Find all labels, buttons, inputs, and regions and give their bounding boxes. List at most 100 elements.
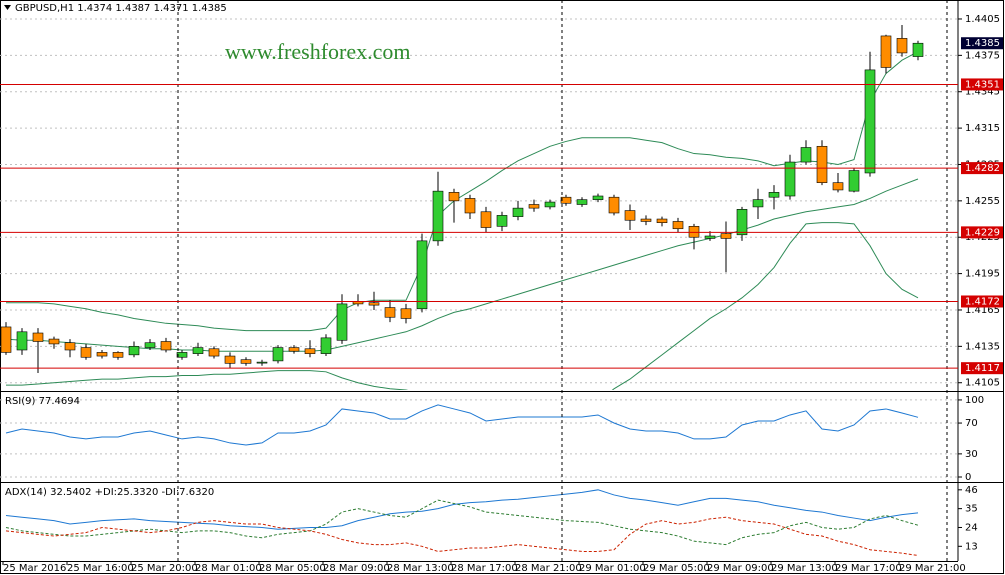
candle-body (176, 352, 188, 358)
x-tick-label: 29 Mar 13:00 (771, 563, 838, 574)
candle-body (784, 161, 796, 197)
candle-body (656, 218, 668, 223)
y-tick-label: 24 (965, 522, 978, 533)
candle-body (864, 69, 876, 174)
candle-body (800, 147, 812, 163)
x-tick-label: 25 Mar 16:00 (67, 563, 134, 574)
candle-body (448, 192, 460, 202)
y-tick-label: 100 (965, 395, 984, 406)
x-tick-label: 28 Mar 09:00 (323, 563, 390, 574)
level-label: 1.4172 (965, 296, 1000, 307)
candle-body (144, 342, 156, 348)
indicator-line (5, 404, 919, 446)
candle-body (640, 218, 652, 222)
indicator-line (5, 516, 919, 556)
y-tick-label: 1.4375 (965, 50, 1000, 61)
menu-icon (4, 5, 11, 10)
candle-body (160, 341, 172, 351)
last-price-label: 1.4385 (965, 38, 1000, 49)
candle-body (320, 337, 332, 354)
candle-body (624, 210, 636, 221)
chart-title: GBPUSD,H1 1.4374 1.4387 1.4371 1.4385 (15, 3, 227, 14)
x-tick-label: 25 Mar 2016 (3, 563, 66, 574)
y-tick-label: 13 (965, 541, 978, 552)
level-label: 1.4229 (965, 227, 1000, 238)
candle-body (64, 342, 76, 351)
candle-body (368, 302, 380, 306)
candle-body (240, 359, 252, 364)
candle-body (0, 326, 12, 353)
x-tick-label: 28 Mar 21:00 (515, 563, 582, 574)
last-price-box (961, 37, 1003, 50)
level-label-box (961, 295, 1003, 308)
candle-body (768, 192, 780, 198)
y-tick-label: 1.4135 (965, 341, 1000, 352)
candle-body (688, 226, 700, 238)
candle-body (704, 235, 716, 239)
level-label: 1.4351 (965, 79, 1000, 90)
candle-body (224, 355, 236, 364)
watermark: www.freshforex.com (225, 39, 411, 64)
x-tick-label: 25 Mar 20:00 (131, 563, 198, 574)
candle-body (576, 199, 588, 205)
candle-body (608, 196, 620, 214)
y-tick-label: 1.4345 (965, 87, 1000, 98)
y-tick-label: 46 (965, 485, 978, 496)
candle-body (592, 195, 604, 200)
candle-body (48, 338, 60, 345)
candle-body (256, 361, 268, 364)
candle-body (752, 199, 764, 208)
level-label-box (961, 78, 1003, 91)
candle-body (384, 307, 396, 318)
y-tick-label: 0 (965, 472, 971, 483)
candle-body (880, 35, 892, 68)
level-label: 1.4117 (965, 363, 1000, 374)
bollinger-band (5, 178, 919, 352)
candle-body (208, 348, 220, 357)
candle-body (96, 352, 108, 357)
level-label: 1.4282 (965, 163, 1000, 174)
y-tick-label: 1.4405 (965, 14, 1000, 25)
candle-body (496, 215, 508, 227)
candle-body (192, 347, 204, 354)
candle-body (432, 190, 444, 242)
candle-body (80, 347, 92, 358)
y-tick-label: 35 (965, 504, 978, 515)
y-tick-label: 70 (965, 418, 978, 429)
candle-body (464, 198, 476, 214)
candle-body (736, 209, 748, 236)
candle-body (16, 331, 28, 351)
x-tick-label: 28 Mar 17:00 (451, 563, 518, 574)
candle-body (832, 182, 844, 191)
level-label-box (961, 362, 1003, 375)
x-tick-label: 28 Mar 05:00 (259, 563, 326, 574)
x-tick-label: 29 Mar 09:00 (707, 563, 774, 574)
candle-body (896, 38, 908, 54)
candle-body (416, 240, 428, 310)
candle-body (848, 170, 860, 192)
candle-body (272, 347, 284, 362)
rsi-pane (0, 399, 958, 478)
main-pane (0, 18, 958, 390)
adx-title: ADX(14) 32.5402 +DI:25.3320 -DI:7.6320 (5, 487, 214, 498)
candle-body (336, 303, 348, 341)
y-tick-label: 1.4105 (965, 378, 1000, 389)
candle-body (128, 346, 140, 356)
rsi-title: RSI(9) 77.4694 (5, 396, 80, 407)
adx-pane (5, 489, 919, 556)
x-tick-label: 29 Mar 21:00 (899, 563, 966, 574)
x-tick-label: 29 Mar 05:00 (643, 563, 710, 574)
y-tick-label: 1.4195 (965, 269, 1000, 280)
bollinger-band (6, 222, 919, 390)
candle-body (512, 207, 524, 217)
candle-body (720, 233, 732, 239)
level-label-box (961, 226, 1003, 239)
candle-body (32, 332, 44, 342)
level-label-box (961, 162, 1003, 175)
x-tick-label: 28 Mar 01:00 (195, 563, 262, 574)
candle-body (480, 211, 492, 228)
candle-body (528, 204, 540, 209)
x-tick-label: 29 Mar 01:00 (579, 563, 646, 574)
